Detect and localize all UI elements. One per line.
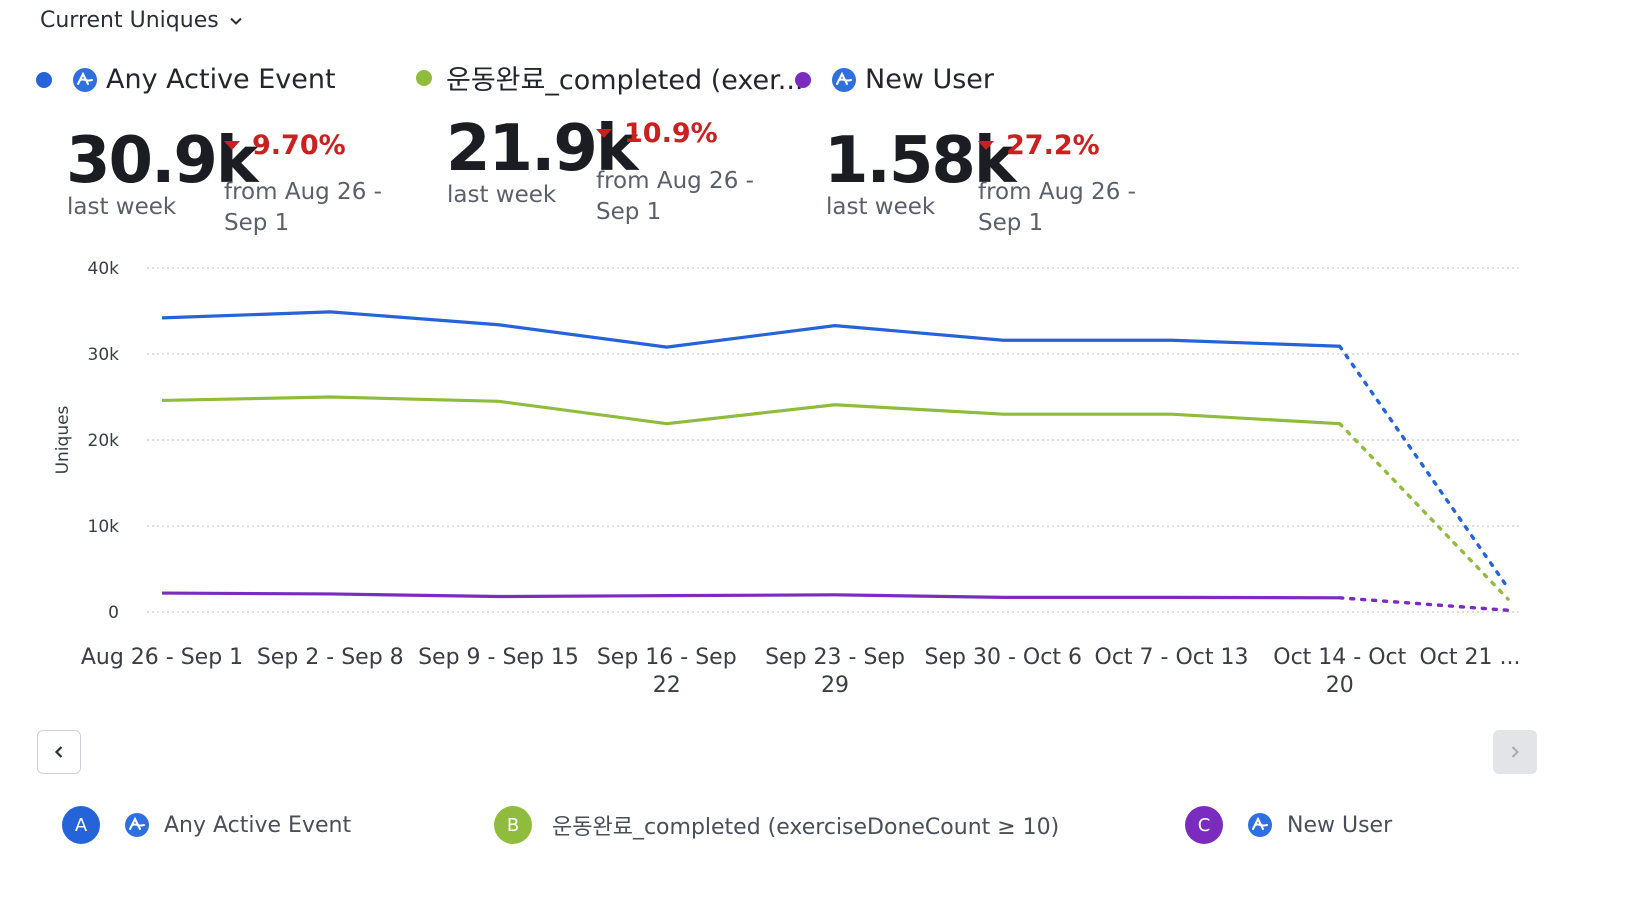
kpi-delta: 10.9%	[596, 118, 718, 149]
kpi-value: 21.9k	[446, 112, 638, 186]
kpi-period: last week	[447, 182, 557, 208]
series-incomplete-segment	[1338, 421, 1510, 601]
x-tick-label: Sep 30 - Oct 6	[925, 645, 1082, 670]
x-tick-label: Oct 14 - Oct 20	[1273, 645, 1406, 698]
kpi-delta: 9.70%	[224, 130, 346, 161]
kpi-comparison-line1: from Aug 26 -	[224, 179, 382, 205]
legend-bottom: A Any Active Event B 운동완료_completed (exe…	[0, 806, 1636, 846]
y-axis-ticks: 0 10k 20k 30k 40k	[88, 259, 120, 623]
line-chart: 0 10k 20k 30k 40k Uniques Aug 26 - Sep 1 Sep …	[53, 259, 1521, 698]
x-tick-label: Sep 9 - Sep 15	[418, 645, 579, 670]
x-tick-label: Sep 23 - Sep 29	[765, 645, 905, 698]
kpi-comparison: from Aug 26 - Sep 1	[224, 177, 414, 239]
kpi-comparison-line2: Sep 1	[224, 210, 290, 236]
legend-top: Any Active Event 운동완료_completed (exer...…	[0, 58, 1636, 102]
kpi-period: last week	[826, 194, 936, 220]
amplitude-event-icon	[125, 813, 149, 837]
chevron-right-icon	[1511, 746, 1519, 758]
legend-item-exercise-completed[interactable]: 운동완료_completed (exer...	[416, 58, 804, 97]
kpi-comparison: from Aug 26 - Sep 1	[978, 177, 1168, 239]
legend-bottom-label: New User	[1287, 812, 1393, 838]
down-arrow-icon	[978, 141, 994, 150]
kpi-delta-value: 27.2%	[1006, 130, 1100, 161]
legend-label: 운동완료_completed (exer...	[446, 65, 804, 96]
kpi-delta: 27.2%	[978, 130, 1100, 161]
down-arrow-icon	[596, 129, 612, 138]
series-solid-segment	[161, 310, 1340, 349]
x-tick-label: Sep 16 - Sep 22	[597, 645, 737, 698]
series-incomplete-segment	[1338, 344, 1510, 590]
series-line	[161, 591, 1510, 612]
previous-page-button[interactable]	[37, 730, 81, 774]
legend-bottom-label: Any Active Event	[164, 812, 352, 838]
series-dot	[416, 69, 432, 86]
legend-bottom-item-c[interactable]: C New User	[1185, 806, 1392, 844]
legend-item-new-user[interactable]: New User	[795, 64, 994, 95]
gridlines	[147, 267, 1520, 613]
legend-bottom-item-a[interactable]: A Any Active Event	[62, 806, 351, 844]
y-axis-label: Uniques	[53, 405, 73, 474]
x-tick-label: Oct 7 - Oct 13	[1095, 645, 1249, 670]
x-axis-ticks: Aug 26 - Sep 1 Sep 2 - Sep 8 Sep 9 - Sep 1…	[81, 645, 1521, 698]
kpi-value: 30.9k	[66, 124, 258, 198]
amplitude-event-icon	[73, 67, 97, 92]
amplitude-event-icon	[832, 67, 856, 92]
series-solid-segment	[161, 591, 1340, 600]
y-tick-label: 0	[108, 603, 119, 623]
kpi-value: 1.58k	[824, 124, 1016, 198]
y-tick-label: 40k	[88, 259, 120, 279]
x-tick-label: Sep 2 - Sep 8	[257, 645, 404, 670]
x-tick-label: Aug 26 - Sep 1	[81, 645, 243, 670]
kpi-delta-value: 10.9%	[624, 118, 718, 149]
next-page-button[interactable]	[1493, 730, 1537, 774]
kpi-comparison-line2: Sep 1	[978, 210, 1044, 236]
legend-bottom-label: 운동완료_completed (exerciseDoneCount ≥ 10)	[552, 815, 1060, 840]
y-tick-label: 20k	[88, 431, 120, 451]
legend-bottom-item-b[interactable]: B 운동완료_completed (exerciseDoneCount ≥ 10…	[494, 806, 1059, 844]
y-tick-label: 10k	[88, 517, 120, 537]
series-dot	[36, 71, 52, 88]
series-badge: C	[1185, 806, 1223, 844]
series-solid-segment	[161, 395, 1340, 426]
series-line	[161, 395, 1510, 601]
kpi-period: last week	[67, 194, 177, 220]
series-badge: A	[62, 806, 100, 844]
chevron-left-icon	[54, 746, 63, 758]
chart-title: Current Uniques	[40, 8, 219, 33]
down-arrow-icon	[224, 141, 240, 150]
series-incomplete-segment	[1338, 596, 1510, 612]
chevron-down-icon	[229, 17, 242, 25]
series-dot	[795, 71, 811, 88]
y-tick-label: 30k	[88, 345, 120, 365]
chart-title-dropdown[interactable]: Current Uniques	[40, 8, 243, 33]
kpi-comparison-line1: from Aug 26 -	[978, 179, 1136, 205]
legend-label: Any Active Event	[106, 64, 336, 95]
legend-item-any-active-event[interactable]: Any Active Event	[36, 64, 336, 95]
x-tick-label: Oct 21 ...	[1420, 645, 1521, 670]
kpi-comparison-line1: from Aug 26 -	[596, 168, 754, 194]
legend-label: New User	[865, 64, 995, 95]
kpi-comparison-line2: Sep 1	[596, 199, 662, 225]
series-line	[161, 310, 1510, 590]
kpi-comparison: from Aug 26 - Sep 1	[596, 166, 786, 228]
series-badge: B	[494, 806, 532, 844]
amplitude-event-icon	[1248, 813, 1272, 837]
kpi-delta-value: 9.70%	[252, 130, 346, 161]
series-lines	[161, 310, 1510, 612]
